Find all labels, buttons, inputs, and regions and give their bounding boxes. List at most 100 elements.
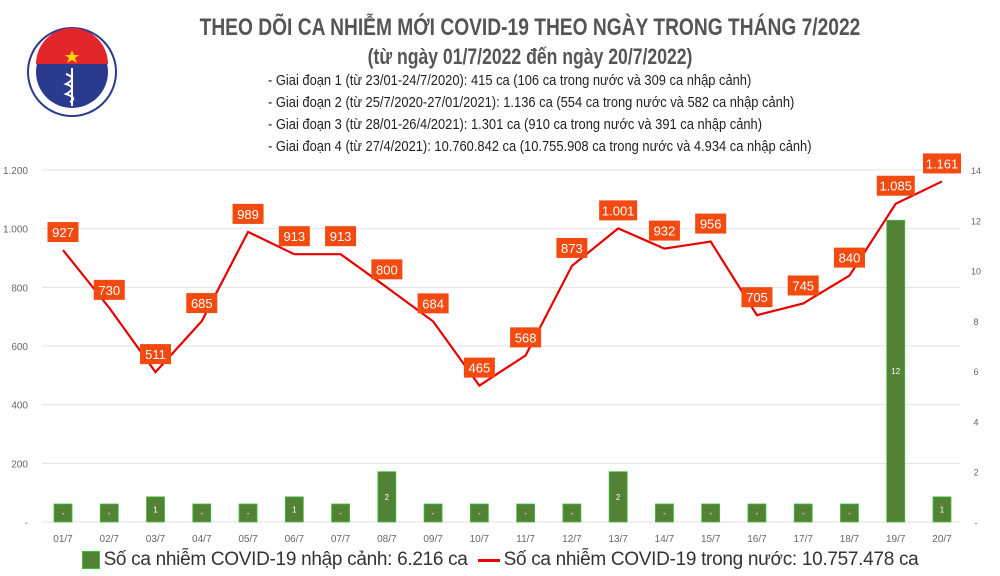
legend-label-domestic: Số ca nhiễm COVID-19 trong nước: 10.757.… — [503, 549, 919, 570]
line-label: 705 — [746, 290, 768, 305]
x-tick: 12/7 — [562, 534, 582, 545]
line-label-box — [648, 220, 680, 241]
phase-summary: - Giai đoạn 1 (từ 23/01-24/7/2020): 415 … — [268, 70, 812, 158]
x-tick: 19/7 — [886, 534, 906, 545]
y-right-tick: 8 — [973, 317, 978, 327]
legend-bar-swatch — [81, 551, 100, 569]
phase-2: - Giai đoạn 2 (từ 25/7/2020-27/01/2021):… — [268, 94, 795, 111]
line-label: 927 — [52, 225, 74, 240]
bar-label: - — [108, 509, 111, 518]
line-label: 956 — [700, 217, 722, 232]
bar-09/7 — [423, 503, 443, 523]
bar-20/7 — [932, 496, 952, 523]
y-left-tick: - — [25, 518, 28, 529]
y-left-tick: 200 — [11, 459, 28, 470]
line-label: 873 — [561, 241, 583, 256]
line-label-box — [741, 287, 773, 308]
line-label-box — [232, 203, 264, 224]
line-label-box — [47, 222, 79, 243]
y-right-tick: 2 — [973, 468, 978, 478]
chart-subtitle-row: (từ ngày 01/7/2022 đến ngày 20/7/2022) — [100, 44, 960, 70]
x-tick: 03/7 — [146, 534, 166, 545]
bar-02/7 — [99, 503, 119, 523]
legend: Số ca nhiễm COVID-19 nhập cảnh: 6.216 ca… — [0, 549, 1000, 571]
legend-item-domestic: Số ca nhiễm COVID-19 trong nước: 10.757.… — [477, 549, 919, 571]
line-label: 511 — [145, 347, 166, 362]
chart-title: THEO DÕI CA NHIỄM MỚI COVID-19 THEO NGÀY… — [199, 14, 861, 41]
line-label-box — [833, 247, 865, 268]
bar-12/7 — [562, 503, 582, 523]
bar-15/7 — [701, 503, 721, 523]
y-right-tick: - — [975, 518, 978, 528]
line-label: 913 — [283, 229, 305, 244]
x-tick: 10/7 — [470, 534, 490, 545]
x-tick: 02/7 — [100, 534, 120, 545]
x-tick: 15/7 — [701, 534, 721, 545]
bar-label: 1 — [940, 505, 945, 514]
y-left-tick: 600 — [11, 342, 28, 353]
x-tick: 01/7 — [53, 534, 73, 545]
x-tick: 08/7 — [377, 534, 397, 545]
bar-label: - — [478, 509, 481, 518]
y-left-tick: 1.200 — [3, 166, 28, 177]
bar-label: - — [663, 509, 666, 518]
bar-19/7 — [886, 219, 906, 523]
line-label: 730 — [98, 283, 120, 298]
x-tick: 09/7 — [423, 534, 443, 545]
y-left-tick: 1.000 — [3, 225, 28, 236]
phase-3: - Giai đoạn 3 (từ 28/01-26/4/2021): 1.30… — [268, 116, 763, 133]
bar-07/7 — [331, 503, 350, 523]
x-tick: 07/7 — [331, 534, 351, 545]
line-label-box — [787, 275, 819, 296]
line-label-box — [371, 259, 403, 280]
line-label: 989 — [237, 207, 259, 222]
line-label: 1.001 — [602, 203, 635, 218]
line-label: 465 — [469, 361, 491, 376]
line-label-box — [325, 226, 357, 247]
y-right-tick: 14 — [971, 166, 981, 176]
line-label: 932 — [654, 224, 676, 239]
line-label-box — [599, 200, 638, 221]
bar-label: - — [709, 509, 712, 518]
bar-06/7 — [284, 496, 304, 523]
line-label-box — [93, 279, 125, 300]
x-tick: 06/7 — [285, 534, 305, 545]
phase-4: - Giai đoạn 4 (từ 27/4/2021): 10.760.842… — [268, 138, 812, 155]
bar-label: - — [200, 509, 203, 518]
legend-item-imported: Số ca nhiễm COVID-19 nhập cảnh: 6.216 ca — [81, 549, 468, 571]
line-label: 913 — [330, 229, 352, 244]
line-label-box — [695, 213, 727, 234]
bar-17/7 — [793, 503, 813, 523]
y-right-tick: 6 — [973, 367, 978, 377]
bar-10/7 — [469, 503, 489, 523]
x-tick: 04/7 — [192, 534, 212, 545]
bar-label: 2 — [385, 493, 390, 502]
bar-label: 12 — [891, 367, 900, 376]
x-tick: 05/7 — [238, 534, 258, 545]
bar-label: - — [62, 509, 65, 518]
ministry-of-health-logo — [22, 20, 122, 120]
line-label: 800 — [376, 262, 398, 277]
bar-label: - — [524, 509, 527, 518]
bar-11/7 — [516, 503, 536, 523]
line-label: 568 — [515, 330, 537, 345]
y-left-tick: 400 — [11, 401, 28, 412]
line-label: 684 — [422, 296, 444, 311]
line-label-box — [923, 153, 961, 174]
line-label: 745 — [792, 278, 814, 293]
bar-label: 2 — [616, 493, 621, 502]
legend-label-imported: Số ca nhiễm COVID-19 nhập cảnh: 6.216 ca — [103, 549, 468, 570]
line-label: 1.161 — [926, 156, 959, 171]
bar-label: - — [432, 509, 435, 518]
chart-title-row: THEO DÕI CA NHIỄM MỚI COVID-19 THEO NGÀY… — [100, 14, 960, 42]
line-label-box — [186, 293, 218, 314]
bar-16/7 — [747, 503, 767, 523]
phase-1: - Giai đoạn 1 (từ 23/01-24/7/2020): 415 … — [268, 72, 752, 89]
line-label-box — [876, 175, 915, 196]
bar-label: - — [247, 509, 250, 518]
line-label: 1.085 — [879, 179, 912, 194]
line-label-box — [510, 327, 542, 348]
bar-label: - — [756, 509, 759, 518]
x-tick: 17/7 — [793, 534, 813, 545]
